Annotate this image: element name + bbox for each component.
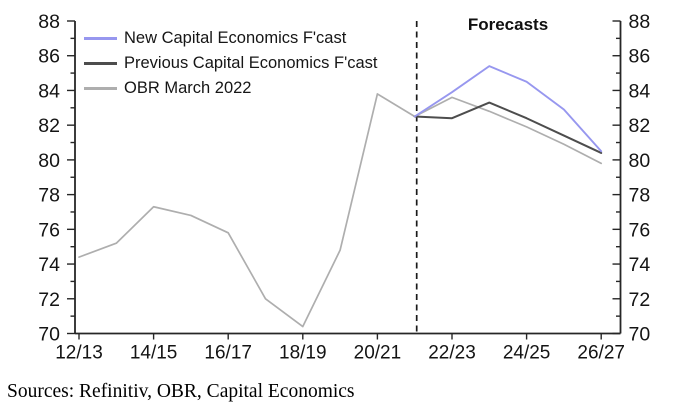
svg-text:26/27: 26/27: [577, 343, 625, 364]
svg-text:14/15: 14/15: [130, 343, 178, 364]
legend-line-swatch-blue: [84, 37, 117, 40]
x-axis-ticks: 12/13 14/15 16/17 18/19 20/21 22/23 24/25 26/27: [55, 333, 625, 364]
legend-item-obr-march-2022: OBR March 2022: [84, 76, 378, 101]
sources-caption: Sources: Refinitiv, OBR, Capital Economi…: [7, 381, 355, 402]
series-line-new-capital-economics-f-cast: [413, 65, 603, 153]
svg-text:16/17: 16/17: [204, 343, 252, 364]
svg-text:86: 86: [38, 46, 60, 68]
svg-text:74: 74: [629, 254, 651, 276]
y-axis-ticks: 70 70 72 72 74 74 76 76 78 78 80 80 82 82 84 84 86 86 88 88: [38, 11, 650, 346]
svg-text:70: 70: [38, 324, 60, 346]
series-line-obr-march-2022: [78, 93, 603, 328]
legend-line-swatch-dark-gray: [84, 62, 117, 65]
svg-text:18/19: 18/19: [279, 343, 327, 364]
svg-text:70: 70: [629, 324, 651, 346]
svg-text:84: 84: [38, 80, 60, 102]
legend-item-new-ce-forecast: New Capital Economics F'cast: [84, 26, 378, 51]
svg-text:86: 86: [629, 46, 651, 68]
svg-text:82: 82: [629, 115, 651, 137]
svg-text:88: 88: [38, 11, 60, 33]
line-chart-canvas: 70 70 72 72 74 74 76 76 78 78 80 80 82 82 84 84 86 86 88 88…: [38, 11, 650, 364]
svg-text:76: 76: [629, 219, 651, 241]
svg-text:78: 78: [38, 185, 60, 207]
legend-line-swatch-light-gray: [84, 87, 117, 90]
forecasts-annotation: Forecasts: [467, 15, 549, 34]
svg-text:84: 84: [629, 80, 651, 102]
svg-text:74: 74: [38, 254, 60, 276]
svg-text:82: 82: [38, 115, 60, 137]
legend-label: OBR March 2022: [124, 79, 252, 97]
svg-text:76: 76: [38, 219, 60, 241]
svg-text:22/23: 22/23: [428, 343, 476, 364]
legend-item-previous-ce-forecast: Previous Capital Economics F'cast: [84, 51, 378, 76]
svg-text:78: 78: [629, 185, 651, 207]
svg-text:24/25: 24/25: [503, 343, 551, 364]
svg-text:12/13: 12/13: [55, 343, 103, 364]
svg-text:80: 80: [38, 150, 60, 172]
legend-label: New Capital Economics F'cast: [124, 29, 347, 47]
svg-text:20/21: 20/21: [354, 343, 402, 364]
svg-text:80: 80: [629, 150, 651, 172]
svg-text:88: 88: [629, 11, 651, 33]
chart-legend: New Capital Economics F'cast Previous Ca…: [84, 26, 378, 101]
series-line-previous-capital-economics-f-cast: [413, 101, 603, 154]
legend-label: Previous Capital Economics F'cast: [124, 54, 378, 72]
svg-text:72: 72: [629, 289, 651, 311]
svg-text:72: 72: [38, 289, 60, 311]
